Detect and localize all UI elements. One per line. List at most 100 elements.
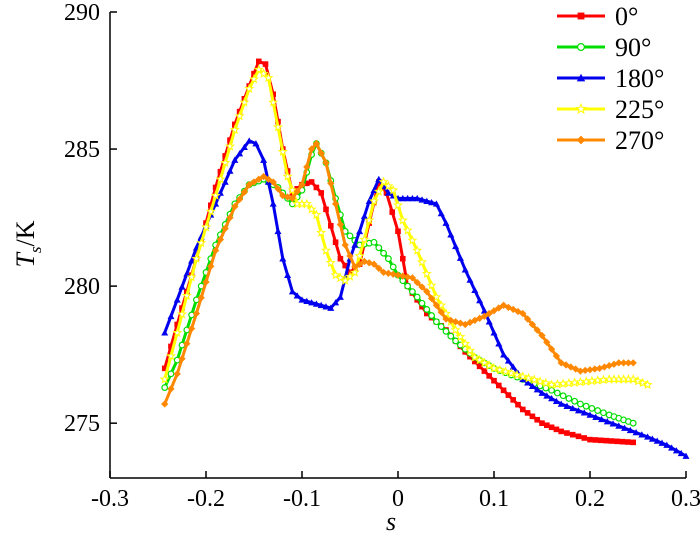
- data-point: [369, 195, 379, 206]
- data-point: [274, 227, 282, 235]
- data-point: [592, 437, 599, 443]
- data-point: [491, 377, 497, 384]
- data-point: [625, 439, 631, 445]
- data-point: [469, 352, 480, 362]
- data-point: [226, 213, 234, 222]
- data-point: [586, 366, 594, 374]
- data-point: [188, 257, 196, 264]
- data-point: [178, 283, 186, 290]
- data-point: [196, 237, 207, 248]
- data-point: [404, 282, 412, 290]
- data-point: [389, 270, 397, 278]
- data-point: [417, 256, 427, 267]
- data-point: [327, 179, 335, 187]
- y-tick-label: 290: [64, 0, 100, 26]
- data-point: [277, 146, 288, 157]
- data-point: [375, 244, 383, 252]
- data-point: [547, 345, 556, 353]
- data-point: [629, 419, 637, 427]
- y-axis-label: Ts/K: [11, 220, 45, 267]
- data-point: [408, 194, 416, 202]
- data-point: [571, 397, 579, 405]
- data-point: [197, 294, 205, 302]
- data-point: [614, 438, 620, 445]
- data-point: [626, 426, 634, 434]
- data-point: [552, 378, 563, 389]
- data-point: [433, 318, 440, 326]
- data-point: [173, 370, 181, 378]
- data-point: [379, 268, 388, 277]
- data-point: [293, 292, 301, 299]
- data-point: [432, 200, 440, 207]
- data-point: [682, 452, 690, 459]
- data-point: [403, 273, 412, 281]
- data-point: [351, 263, 359, 271]
- data-point: [208, 202, 214, 209]
- data-point: [569, 404, 577, 412]
- legend-marker: [576, 73, 586, 82]
- data-point: [471, 286, 479, 294]
- data-point: [494, 364, 505, 375]
- data-point: [167, 312, 175, 320]
- data-point: [222, 153, 228, 159]
- data-point: [212, 184, 219, 191]
- data-point: [519, 375, 527, 383]
- data-point: [509, 363, 517, 370]
- series-5: [161, 139, 637, 408]
- data-point: [240, 143, 248, 151]
- data-point: [312, 300, 320, 307]
- data-point: [529, 374, 540, 385]
- series-layer: [159, 58, 690, 459]
- data-point: [586, 375, 597, 386]
- series-1: [161, 58, 636, 446]
- data-point: [505, 392, 512, 398]
- legend-label: 180°: [615, 64, 664, 93]
- data-point: [335, 272, 346, 283]
- data-point: [407, 235, 418, 245]
- data-point: [490, 307, 498, 315]
- data-point: [474, 354, 485, 365]
- data-point: [496, 382, 502, 389]
- data-point: [558, 378, 569, 389]
- data-point: [428, 199, 436, 206]
- data-point: [264, 175, 273, 183]
- legend-item: 180°: [557, 64, 664, 93]
- data-point: [528, 382, 536, 389]
- data-point: [558, 428, 564, 435]
- data-point: [217, 168, 224, 175]
- data-point: [226, 167, 234, 174]
- data-point: [202, 278, 210, 286]
- legend: 0°90°180°225°270°: [557, 2, 664, 155]
- data-point: [575, 376, 586, 387]
- data-point: [173, 296, 181, 303]
- data-point: [378, 176, 389, 187]
- data-point: [587, 436, 593, 443]
- y-tick-label: 275: [64, 411, 100, 437]
- data-point: [239, 97, 250, 107]
- data-point: [260, 156, 268, 163]
- data-point: [486, 373, 492, 379]
- data-point: [452, 242, 460, 250]
- legend-item: 90°: [557, 33, 651, 62]
- data-point: [419, 303, 425, 310]
- series-4: [159, 64, 653, 390]
- data-point: [389, 263, 397, 271]
- data-point: [421, 268, 432, 279]
- data-point: [282, 171, 293, 181]
- data-point: [574, 407, 582, 414]
- data-point: [544, 422, 550, 429]
- data-point: [437, 209, 445, 217]
- data-point: [426, 280, 437, 290]
- data-point: [552, 397, 560, 405]
- data-point: [274, 185, 282, 193]
- data-point: [205, 206, 216, 216]
- legend-label: 270°: [615, 126, 664, 155]
- data-point: [161, 365, 168, 372]
- data-point: [250, 178, 258, 186]
- data-point: [181, 290, 192, 301]
- data-point: [256, 58, 262, 65]
- x-tick-label: -0.1: [283, 486, 321, 512]
- data-point: [240, 188, 249, 196]
- legend-label: 225°: [615, 95, 664, 124]
- data-point: [183, 270, 191, 277]
